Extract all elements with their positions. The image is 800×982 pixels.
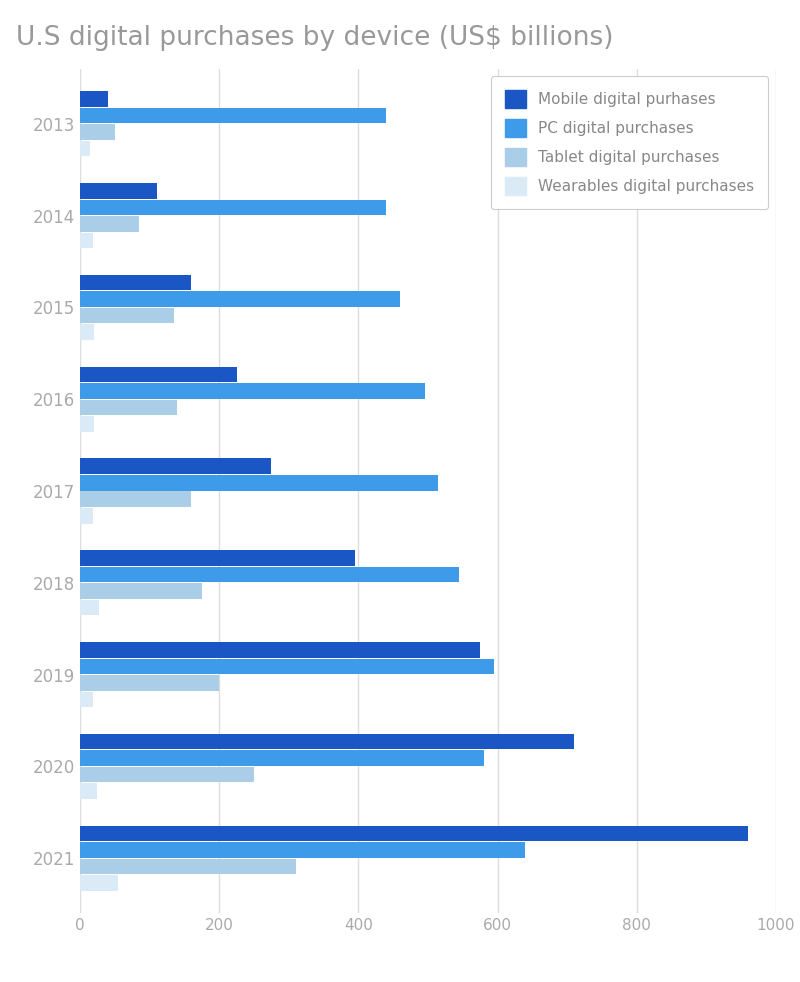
Bar: [80, 550, 355, 566]
Bar: [80, 583, 202, 599]
Bar: [80, 275, 191, 291]
Bar: [80, 826, 748, 842]
Bar: [80, 475, 438, 491]
Bar: [80, 767, 254, 783]
Bar: [80, 843, 526, 857]
Bar: [80, 508, 93, 523]
Bar: [80, 233, 93, 248]
Bar: [80, 784, 98, 799]
Bar: [80, 600, 99, 616]
Bar: [80, 858, 296, 874]
Bar: [80, 199, 386, 215]
Bar: [80, 567, 459, 582]
Legend: Mobile digital purhases, PC digital purchases, Tablet digital purchases, Wearabl: Mobile digital purhases, PC digital purc…: [491, 77, 768, 209]
Bar: [80, 675, 219, 690]
Bar: [80, 383, 425, 399]
Bar: [80, 875, 118, 891]
Bar: [80, 125, 115, 139]
Bar: [80, 734, 574, 749]
Bar: [80, 691, 93, 707]
Bar: [80, 400, 178, 415]
Bar: [80, 292, 400, 307]
Bar: [80, 491, 191, 507]
Bar: [80, 324, 94, 340]
Bar: [80, 659, 494, 674]
Bar: [80, 459, 271, 474]
Bar: [80, 750, 484, 766]
Bar: [80, 108, 386, 124]
Bar: [80, 308, 174, 323]
Bar: [80, 642, 480, 658]
Bar: [80, 416, 94, 432]
Bar: [80, 216, 139, 232]
Bar: [80, 183, 157, 198]
Bar: [80, 91, 108, 107]
Bar: [80, 140, 90, 156]
Bar: [80, 366, 237, 382]
Text: U.S digital purchases by device (US$ billions): U.S digital purchases by device (US$ bil…: [16, 25, 614, 50]
